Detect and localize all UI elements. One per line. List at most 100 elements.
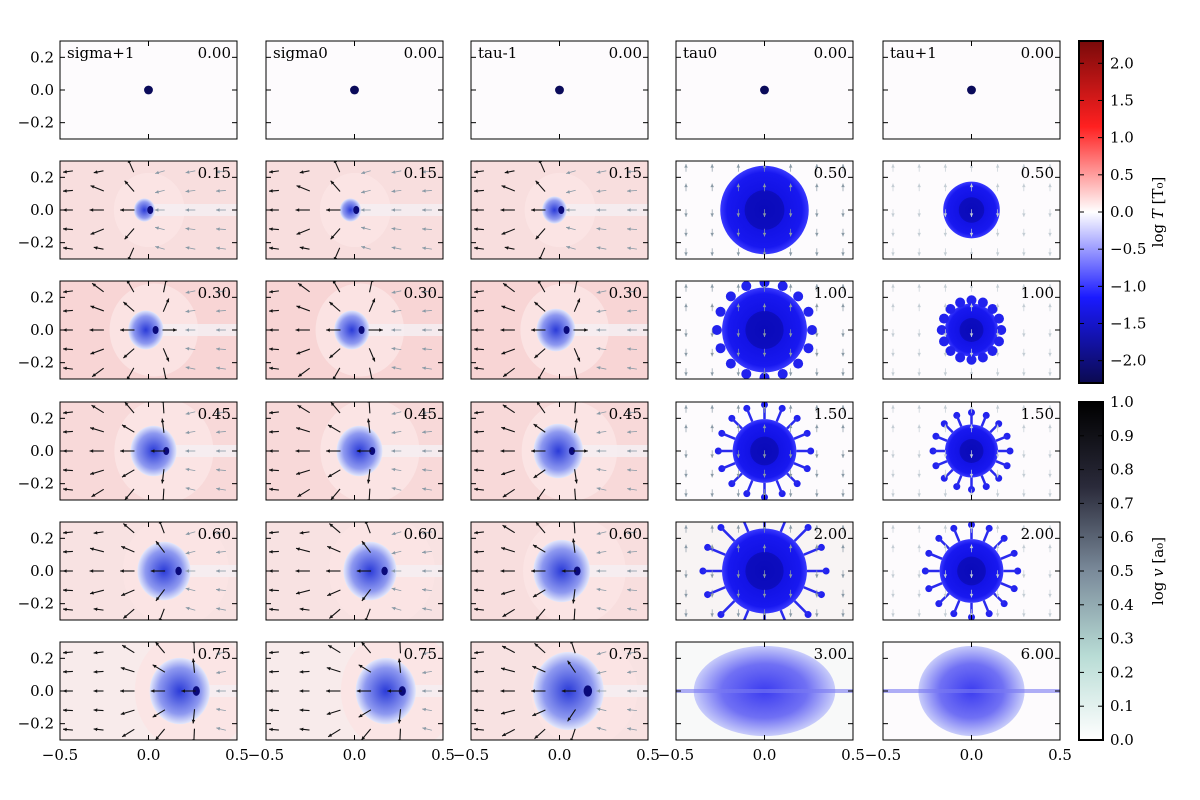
velocity-arrow bbox=[627, 170, 637, 174]
panel-sigma+1-0.60: 0.60 0.2 0.0 −0.2 bbox=[18, 521, 238, 621]
y-tick-label: −0.2 bbox=[18, 354, 54, 372]
velocity-arrow bbox=[736, 368, 741, 376]
velocity-arrow bbox=[762, 329, 767, 337]
velocity-arrow bbox=[504, 246, 515, 250]
velocity-arrow bbox=[736, 348, 741, 357]
velocity-arrow bbox=[155, 170, 165, 175]
colorbar-tick-label: 0.7 bbox=[1110, 494, 1134, 512]
velocity-arrow bbox=[329, 348, 341, 359]
velocity-arrow bbox=[326, 689, 341, 693]
velocity-arrow bbox=[736, 609, 741, 617]
velocity-arrow bbox=[535, 228, 546, 240]
velocity-arrow bbox=[841, 424, 845, 433]
velocity-arrow bbox=[473, 530, 484, 535]
velocity-arrow bbox=[995, 544, 1000, 553]
velocity-arrow bbox=[216, 411, 226, 415]
velocity-arrow bbox=[969, 424, 974, 433]
velocity-arrow bbox=[1022, 303, 1026, 312]
velocity-arrow bbox=[736, 209, 741, 217]
velocity-arrow bbox=[841, 489, 845, 497]
velocity-arrow bbox=[299, 708, 310, 712]
colorbar-tick-label: 0.0 bbox=[1110, 203, 1134, 221]
time-label: 0.30 bbox=[609, 284, 642, 302]
time-label: 0.00 bbox=[198, 44, 231, 62]
velocity-arrow bbox=[969, 469, 974, 478]
velocity-arrow bbox=[150, 449, 166, 453]
velocity-arrow bbox=[917, 570, 921, 578]
velocity-arrow bbox=[422, 707, 432, 712]
velocity-arrow bbox=[736, 284, 741, 292]
velocity-arrow bbox=[684, 284, 688, 292]
y-tick-label: −0.2 bbox=[18, 715, 54, 733]
velocity-arrow bbox=[815, 368, 819, 376]
velocity-arrow bbox=[126, 367, 135, 379]
velocity-arrow bbox=[368, 348, 376, 362]
velocity-arrow bbox=[995, 589, 1000, 598]
cloud-core bbox=[555, 85, 564, 95]
velocity-arrow bbox=[93, 689, 104, 693]
velocity-arrow bbox=[501, 469, 516, 476]
velocity-arrow bbox=[626, 309, 637, 313]
velocity-arrow bbox=[627, 449, 637, 453]
velocity-arrow bbox=[943, 228, 948, 237]
velocity-arrow bbox=[943, 368, 948, 376]
velocity-arrow bbox=[62, 410, 73, 415]
velocity-arrow bbox=[736, 183, 741, 192]
instability-finger bbox=[803, 306, 814, 317]
velocity-arrow bbox=[366, 418, 371, 433]
velocity-arrow bbox=[391, 208, 402, 212]
velocity-arrow bbox=[534, 301, 546, 312]
velocity-arrow bbox=[917, 405, 921, 413]
velocity-arrow bbox=[185, 366, 196, 370]
velocity-arrow bbox=[626, 227, 637, 231]
colorbar-tick-label: 1.0 bbox=[1110, 393, 1134, 411]
velocity-arrow bbox=[815, 284, 819, 292]
velocity-arrow bbox=[268, 727, 279, 732]
velocity-arrow bbox=[762, 209, 767, 217]
velocity-arrow bbox=[537, 281, 546, 293]
velocity-arrow bbox=[215, 309, 226, 313]
cloud-core bbox=[398, 686, 406, 696]
time-label: 0.75 bbox=[609, 645, 642, 663]
velocity-arrow bbox=[191, 709, 196, 724]
velocity-arrow bbox=[185, 246, 196, 250]
velocity-arrow bbox=[358, 709, 372, 718]
velocity-arrow bbox=[391, 411, 402, 415]
velocity-arrow bbox=[762, 570, 767, 578]
velocity-arrow bbox=[473, 487, 484, 492]
y-tick-label: 0.2 bbox=[30, 409, 54, 427]
instability-finger bbox=[761, 629, 768, 636]
velocity-arrow bbox=[422, 607, 432, 611]
velocity-arrow bbox=[762, 348, 767, 357]
velocity-arrow bbox=[160, 418, 165, 433]
velocity-arrow bbox=[216, 651, 226, 655]
velocity-arrow bbox=[596, 467, 607, 472]
velocity-colorbar: 1.0 0.9 0.8 0.7 0.6 0.5 0.4 0.3 0.2 0.1 0.0 log v [… bbox=[1078, 393, 1167, 749]
velocity-arrow bbox=[295, 547, 310, 553]
velocity-arrow bbox=[627, 366, 637, 370]
velocity-arrow bbox=[596, 411, 607, 415]
velocity-arrow bbox=[788, 405, 793, 413]
velocity-arrow bbox=[330, 488, 341, 500]
velocity-arrow bbox=[332, 281, 341, 293]
time-label: 0.15 bbox=[198, 164, 231, 182]
velocity-arrow bbox=[567, 709, 576, 722]
velocity-arrow bbox=[995, 424, 1000, 433]
panel-sigma+1-0.30: 0.30 0.2 0.0 −0.2 bbox=[18, 280, 238, 380]
colorbar-tick-label: 0.6 bbox=[1110, 528, 1134, 546]
velocity-arrow bbox=[123, 301, 135, 312]
velocity-arrow bbox=[995, 368, 1000, 376]
x-tick-label: 0.0 bbox=[137, 746, 161, 764]
velocity-arrow bbox=[596, 670, 607, 675]
velocity-arrow bbox=[185, 347, 196, 351]
wake-stripe bbox=[577, 565, 648, 577]
velocity-arrow bbox=[534, 642, 546, 654]
velocity-arrow bbox=[154, 189, 165, 194]
wake-stripe bbox=[178, 565, 237, 577]
velocity-arrow bbox=[473, 189, 484, 193]
velocity-arrow bbox=[295, 208, 310, 212]
velocity-arrow bbox=[268, 670, 279, 674]
velocity-arrow bbox=[684, 544, 688, 553]
time-label: 0.50 bbox=[1021, 164, 1054, 182]
velocity-arrow bbox=[626, 468, 637, 472]
